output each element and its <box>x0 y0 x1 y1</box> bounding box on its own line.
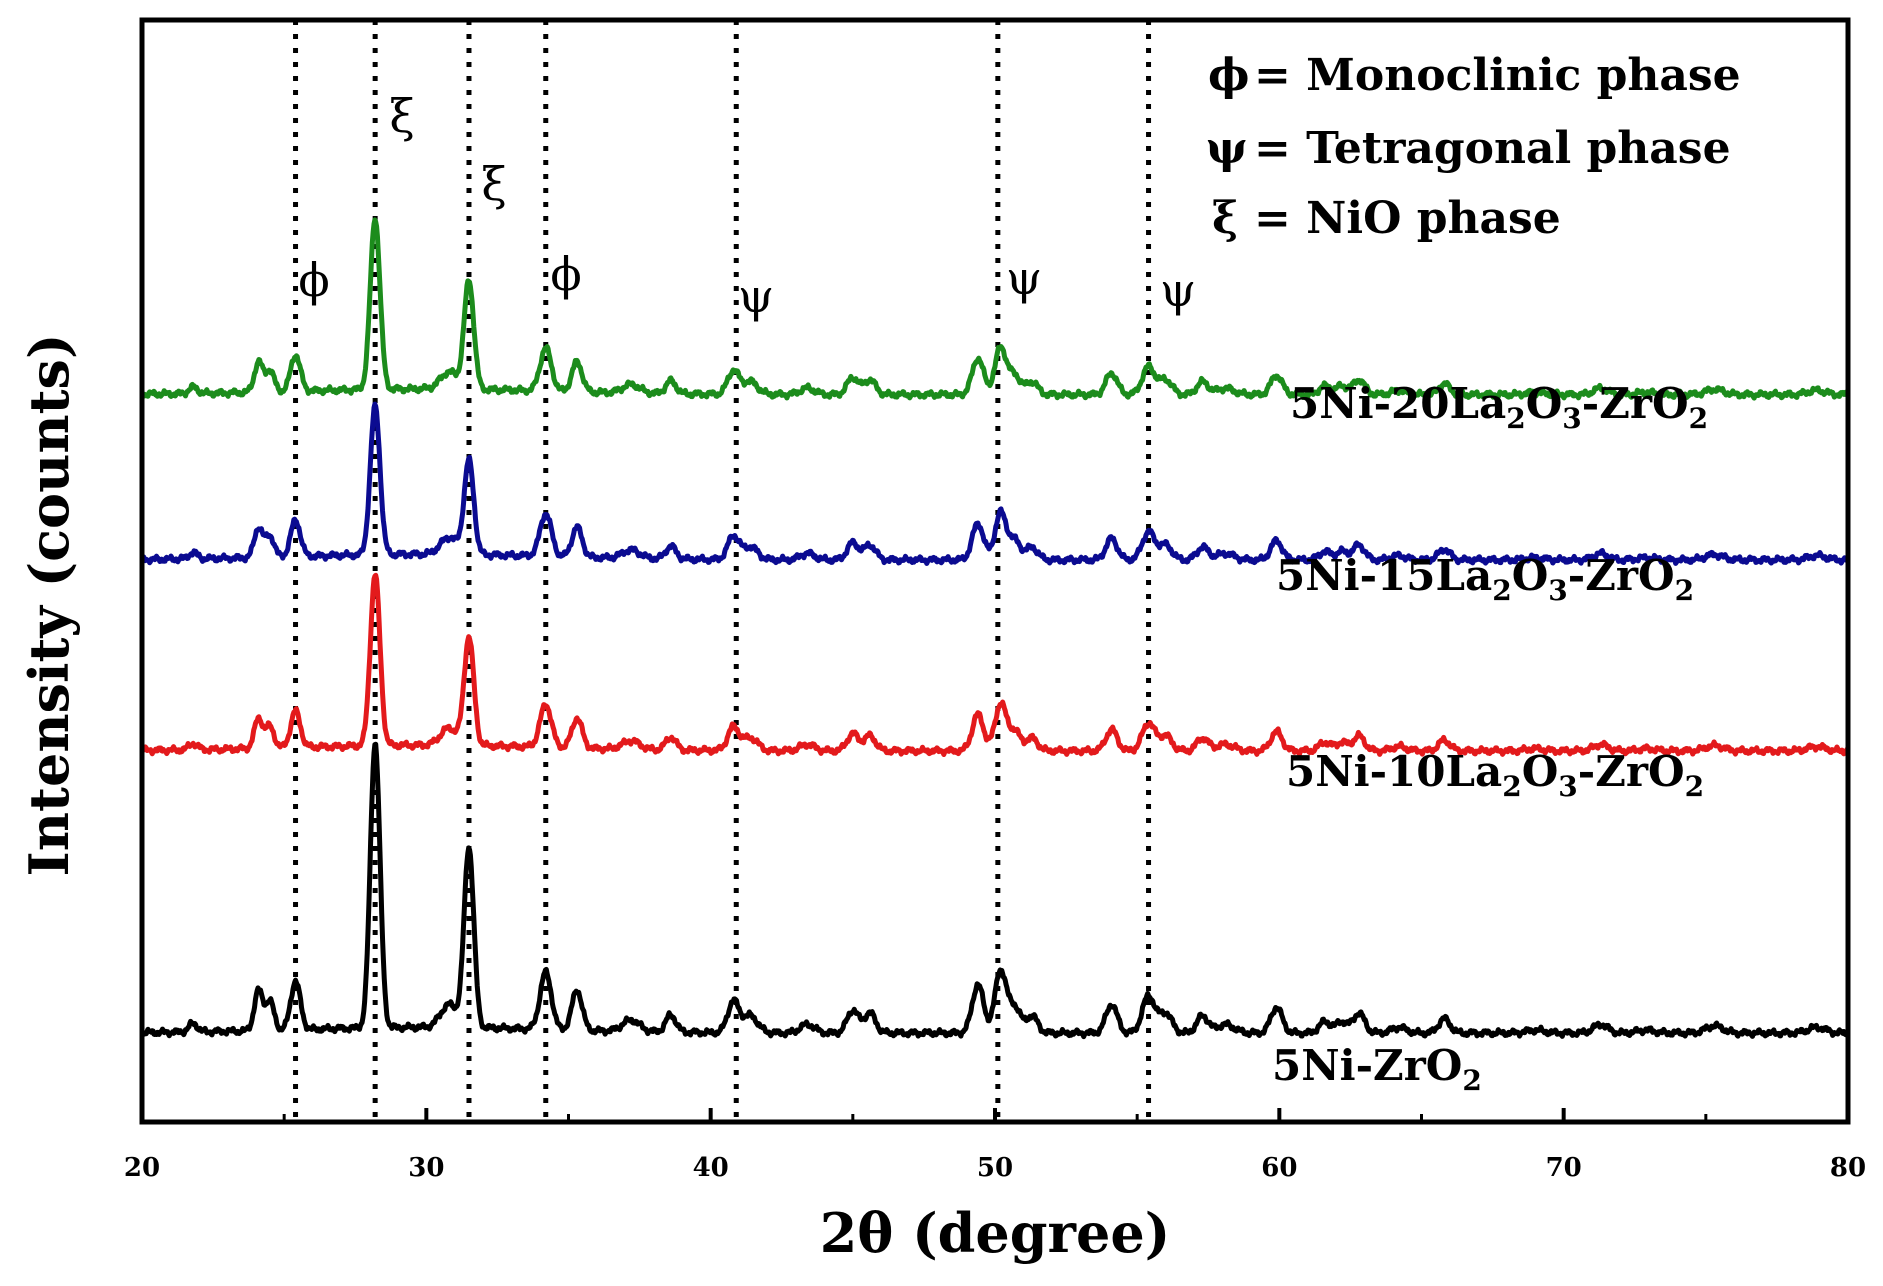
series-line-5ni-20la2o3-zro2 <box>139 217 1850 401</box>
series-line-5ni-zro2 <box>139 741 1850 1040</box>
x-axis-ticks: 20 30 40 50 60 70 80 <box>124 1108 1866 1183</box>
peak-marker-tetragonal-2: ψ <box>1006 251 1042 305</box>
sample-labels: 5Ni-20La2O3-ZrO2 5Ni-15La2O3-ZrO2 5Ni-10… <box>1272 379 1708 1097</box>
y-axis-title: Intensity (counts) <box>17 334 81 877</box>
series-lines <box>139 217 1851 1040</box>
x-tick-label-80: 80 <box>1830 1153 1866 1183</box>
phase-legend: ϕ = Monoclinic phase ψ = Tetragonal phas… <box>1206 50 1741 244</box>
sample-label-15la: 5Ni-15La2O3-ZrO2 <box>1276 551 1694 607</box>
peak-marker-nio-2: ξ <box>481 157 506 211</box>
peak-marker-tetragonal-3: ψ <box>1160 263 1196 317</box>
x-axis-title: 2θ (degree) <box>820 1201 1171 1265</box>
legend-symbol-nio: ξ <box>1212 193 1238 244</box>
legend-item-nio: ξ = NiO phase <box>1212 193 1561 244</box>
legend-text-monoclinic: = Monoclinic phase <box>1254 50 1741 101</box>
legend-text-nio: = NiO phase <box>1254 193 1561 244</box>
sample-label-10la: 5Ni-10La2O3-ZrO2 <box>1286 747 1704 803</box>
legend-item-tetragonal: ψ = Tetragonal phase <box>1206 123 1731 174</box>
x-tick-label-30: 30 <box>408 1153 444 1183</box>
x-tick-label-70: 70 <box>1546 1153 1582 1183</box>
x-tick-label-60: 60 <box>1261 1153 1297 1183</box>
peak-marker-monoclinic-1: ϕ <box>298 253 329 307</box>
sample-label-20la: 5Ni-20La2O3-ZrO2 <box>1290 379 1708 435</box>
series-line-5ni-15la2o3-zro2 <box>140 401 1850 566</box>
x-tick-label-40: 40 <box>693 1153 729 1183</box>
peak-marker-tetragonal-1: ψ <box>738 269 774 323</box>
legend-symbol-monoclinic: ϕ <box>1208 50 1249 101</box>
reference-lines <box>293 20 1152 1122</box>
peak-marker-nio-1: ξ <box>389 89 414 143</box>
legend-item-monoclinic: ϕ = Monoclinic phase <box>1208 50 1741 101</box>
x-tick-label-20: 20 <box>124 1153 160 1183</box>
peak-marker-monoclinic-2: ϕ <box>550 247 581 301</box>
x-tick-label-50: 50 <box>977 1153 1013 1183</box>
legend-symbol-tetragonal: ψ <box>1206 123 1247 174</box>
legend-text-tetragonal: = Tetragonal phase <box>1254 123 1731 174</box>
sample-label-zro2: 5Ni-ZrO2 <box>1272 1041 1482 1097</box>
peak-markers: ϕ ξ ξ ϕ ψ ψ ψ <box>298 89 1196 323</box>
series-line-5ni-10la2o3-zro2 <box>139 572 1851 758</box>
